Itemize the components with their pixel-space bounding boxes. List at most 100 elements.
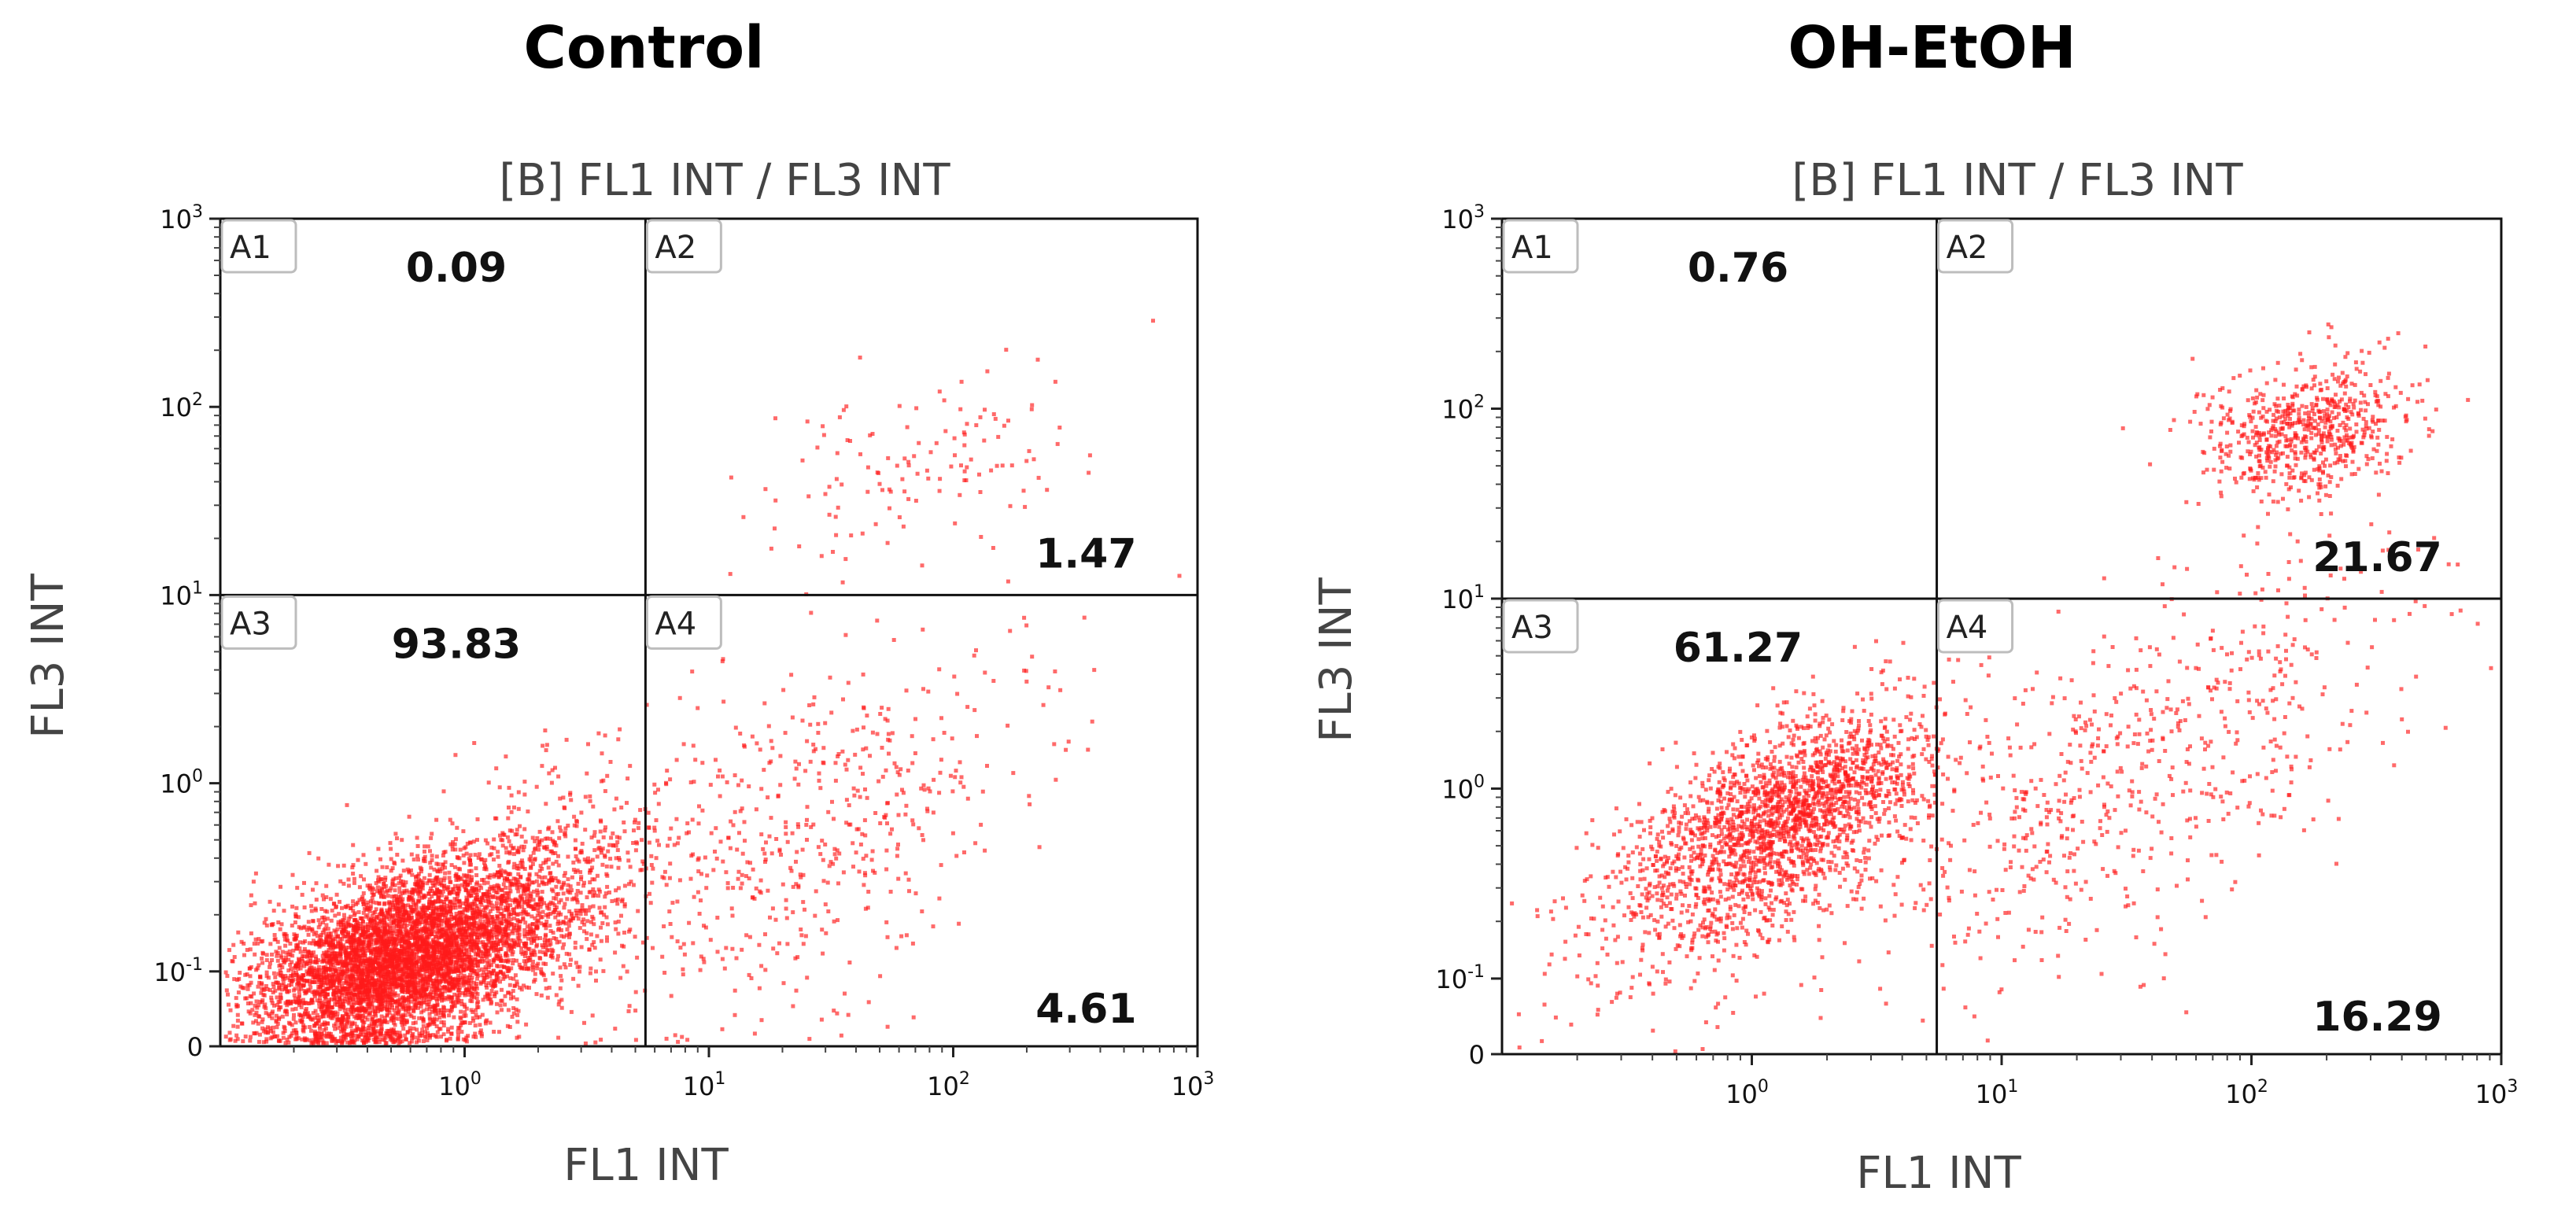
scatter-point [475,946,480,950]
scatter-point [535,966,540,971]
scatter-point [429,865,434,870]
scatter-point [387,1005,392,1009]
scatter-point [449,1031,454,1036]
scatter-point [477,912,482,916]
scatter-point [478,953,483,958]
scatter-point [291,1028,296,1033]
scatter-point [482,942,486,946]
scatter-point [226,992,230,997]
scatter-point [228,1008,233,1012]
scatter-point [489,895,493,900]
scatter-point [310,953,315,958]
scatter-point [324,959,329,964]
scatter-point [416,1038,421,1043]
scatter-point [338,1035,343,1040]
scatter-point [250,1008,255,1012]
scatter-point [485,916,489,920]
scatter-point [474,935,479,940]
scatter-point [349,935,353,939]
scatter-point [355,1024,360,1029]
scatter-point [391,1027,396,1032]
scatter-point [322,1014,327,1019]
scatter-point [322,942,327,947]
scatter-point [363,1029,367,1034]
scatter-point [313,1039,318,1044]
scatter-point [343,905,348,909]
scatter-point [423,1030,427,1034]
scatter-point [426,947,431,952]
scatter-point [367,988,371,993]
scatter-point [553,908,558,913]
scatter-point [471,839,476,844]
scatter-point [361,910,366,915]
scatter-point [356,1034,360,1039]
scatter-point [271,909,276,913]
scatter-point [367,938,371,942]
scatter-point [379,975,384,979]
scatter-point [376,977,381,982]
scatter-point [365,975,369,979]
scatter-point [377,880,382,884]
scatter-point [405,1030,410,1034]
scatter-point [539,902,544,906]
scatter-point [286,1001,291,1006]
scatter-point [440,953,445,957]
scatter-point [307,1001,312,1005]
scatter-point [342,916,347,921]
scatter-point [316,958,321,963]
scatter-point [598,957,603,962]
scatter-point [585,931,589,935]
scatter-point [310,990,315,994]
scatter-point [351,843,356,847]
scatter-point [400,956,404,961]
scatter-point [350,1022,354,1027]
scatter-point [370,1005,375,1009]
scatter-point [302,964,307,968]
scatter-point [467,955,471,959]
scatter-point [438,918,443,923]
scatter-point [404,970,408,975]
scatter-point [474,996,479,1001]
scatter-point [242,953,246,957]
scatter-point [338,1007,342,1012]
scatter-point [594,979,598,983]
scatter-point [349,963,354,968]
scatter-point [409,1014,414,1019]
scatter-point [407,1007,411,1012]
scatter-point [398,873,403,878]
scatter-point [361,1020,366,1024]
scatter-point [483,953,488,958]
scatter-point [274,1018,279,1023]
scatter-point [481,998,485,1002]
scatter-point [425,985,430,990]
scatter-point [403,1012,408,1017]
scatter-point [279,963,283,968]
scatter-point [275,958,280,963]
scatter-point [482,958,487,963]
scatter-point [495,1010,500,1015]
scatter-point [434,1024,439,1029]
scatter-point [253,871,258,876]
scatter-point [269,995,274,1000]
scatter-point [319,992,323,997]
scatter-point [386,969,391,974]
scatter-point [498,920,503,924]
scatter-point [360,975,364,979]
scatter-point [450,844,455,849]
scatter-point [472,887,477,891]
scatter-point [509,923,514,928]
scatter-point [569,957,573,962]
scatter-point [433,994,437,998]
scatter-point [286,1020,291,1025]
scatter-point [316,974,320,979]
scatter-point [293,938,297,942]
plot-title: [B] FL1 INT / FL3 INT [499,155,950,206]
scatter-point [408,999,413,1004]
scatter-point [599,925,603,930]
scatter-point [515,886,519,891]
scatter-point [248,1038,253,1043]
scatter-point [435,887,439,892]
scatter-point [280,965,285,970]
scatter-point [446,1027,451,1031]
scatter-point [279,973,282,978]
